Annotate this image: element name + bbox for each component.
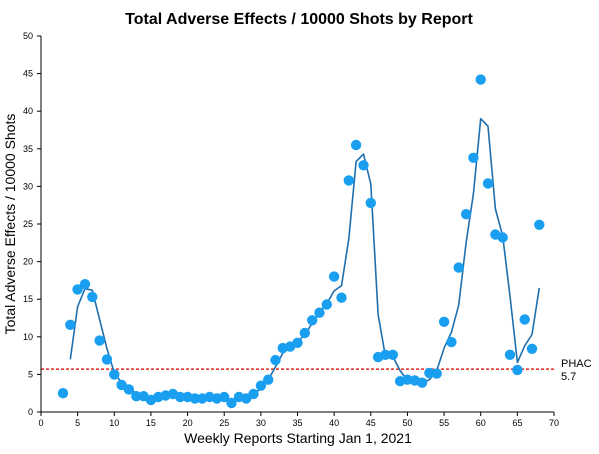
y-tick-label: 35 <box>23 144 33 154</box>
data-point <box>219 391 230 403</box>
x-tick-label: 20 <box>183 418 193 428</box>
data-point <box>446 336 457 348</box>
data-point <box>358 160 369 171</box>
data-point <box>94 335 105 346</box>
data-point <box>87 291 98 303</box>
data-point <box>321 299 332 310</box>
data-point <box>365 197 376 209</box>
data-point <box>131 391 142 402</box>
x-tick-label: 40 <box>329 418 339 428</box>
y-tick-label: 30 <box>23 181 33 191</box>
data-point <box>328 271 340 282</box>
data-point <box>438 316 450 327</box>
x-tick-label: 35 <box>292 418 302 428</box>
trend-line <box>69 117 541 401</box>
data-point <box>299 327 310 339</box>
data-point <box>504 349 516 360</box>
data-point <box>255 380 267 391</box>
data-point <box>475 74 486 85</box>
trend-line-group <box>69 117 541 401</box>
y-axis-label: Total Adverse Effects / 10000 Shots <box>2 114 18 335</box>
y-tick-label: 5 <box>28 369 33 379</box>
y-tick-label: 15 <box>23 294 33 304</box>
x-tick-label: 15 <box>146 418 156 428</box>
y-tick-label: 25 <box>23 219 33 229</box>
data-point <box>387 349 398 360</box>
data-point <box>65 319 76 330</box>
data-point <box>270 354 281 366</box>
data-point <box>314 307 325 318</box>
y-tick-label: 50 <box>23 31 33 41</box>
data-point <box>72 284 83 295</box>
data-point <box>336 292 347 303</box>
y-tick-label: 20 <box>23 257 33 267</box>
data-point <box>292 337 303 348</box>
x-tick-label: 30 <box>256 418 266 428</box>
data-point <box>123 384 135 395</box>
x-tick-label: 5 <box>75 418 80 428</box>
x-tick-label: 50 <box>402 418 412 428</box>
data-point <box>380 349 391 360</box>
chart-title: Total Adverse Effects / 10000 Shots by R… <box>125 11 473 28</box>
data-point <box>526 343 538 354</box>
y-tick-label: 40 <box>23 106 33 116</box>
data-point <box>431 368 442 379</box>
data-point <box>350 139 362 151</box>
data-point <box>109 369 120 380</box>
x-ticks: 0 5 10 15 20 25 30 35 40 45 50 55 60 65 70 <box>38 412 559 428</box>
data-point <box>79 279 91 290</box>
data-point <box>460 209 472 220</box>
y-tick-label: 45 <box>23 69 33 79</box>
data-point <box>226 397 237 409</box>
axes <box>40 36 554 413</box>
data-point <box>453 262 464 273</box>
x-tick-label: 0 <box>38 418 43 428</box>
data-point <box>248 388 259 400</box>
data-point <box>343 175 354 186</box>
data-point <box>468 152 479 163</box>
data-point <box>189 393 201 404</box>
reference-line-label: PHAC 5.7 <box>561 358 595 383</box>
data-point <box>416 377 428 388</box>
data-point <box>263 374 274 385</box>
x-tick-label: 55 <box>439 418 449 428</box>
x-tick-label: 10 <box>109 418 119 428</box>
x-tick-label: 60 <box>476 418 486 428</box>
y-ticks: 0 5 10 15 20 25 30 35 40 45 50 <box>23 31 41 417</box>
x-tick-label: 70 <box>549 418 559 428</box>
data-point <box>534 219 545 230</box>
x-axis-label: Weekly Reports Starting Jan 1, 2021 <box>184 430 412 446</box>
data-point <box>175 391 186 403</box>
data-point <box>482 178 494 189</box>
y-tick-label: 0 <box>28 407 33 417</box>
data-point <box>307 315 318 326</box>
data-point <box>57 388 69 399</box>
data-point <box>101 354 113 365</box>
data-point <box>519 314 530 325</box>
y-tick-label: 10 <box>23 332 33 342</box>
data-point <box>512 364 523 376</box>
data-point <box>497 232 508 243</box>
x-tick-label: 65 <box>512 418 522 428</box>
x-tick-label: 45 <box>366 418 376 428</box>
x-tick-label: 25 <box>219 418 229 428</box>
data-points-group <box>57 74 545 409</box>
